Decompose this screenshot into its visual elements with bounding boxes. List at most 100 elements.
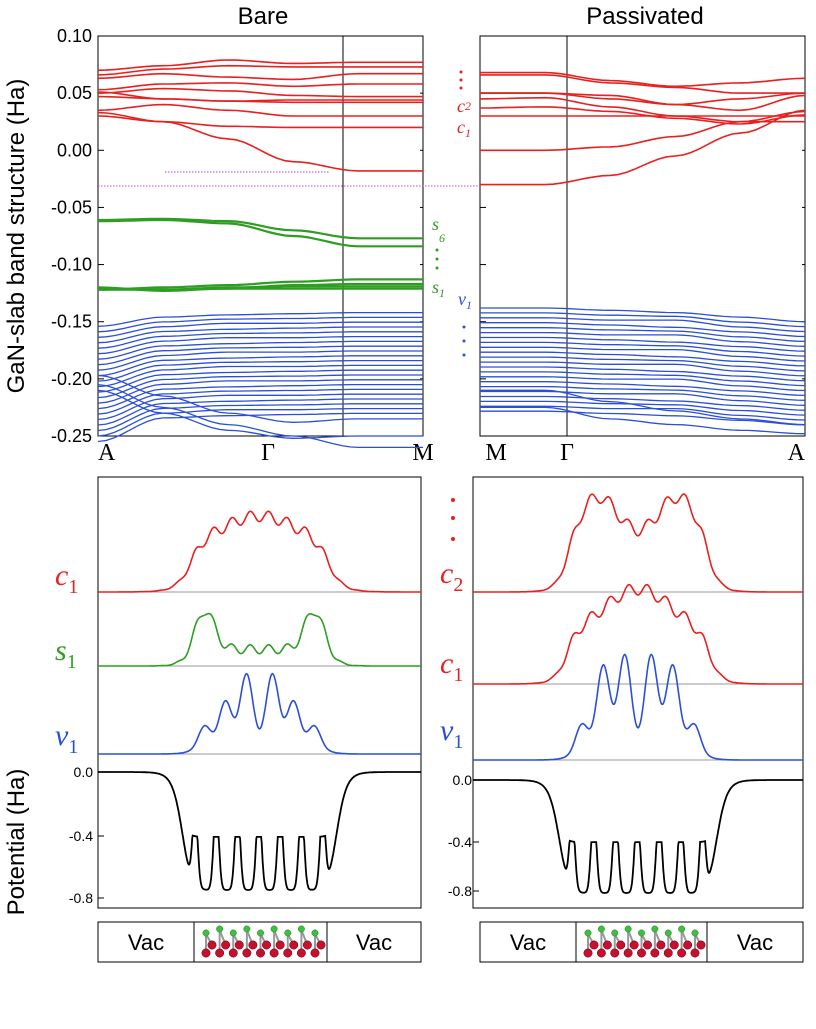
state-label-v1: v1 — [458, 289, 472, 312]
density-curves — [98, 493, 803, 761]
bare-conduction-band-9 — [97, 115, 423, 129]
bare-valence-band-15 — [97, 383, 423, 410]
bare-valence-band-0 — [97, 311, 423, 327]
density-label-pass-v1: v1 — [440, 714, 463, 753]
passivated-conduction-band-0 — [480, 71, 806, 88]
passivated-conduction-band-7 — [480, 109, 806, 186]
band-tick-3: -0.05 — [51, 197, 92, 217]
band-y-axis-label: GaN-slab band structure (Ha) — [3, 79, 30, 394]
passivated-valence-band-16 — [480, 385, 806, 401]
passivated-valence-band-17 — [480, 390, 806, 406]
band-tick-0: 0.10 — [57, 26, 92, 46]
passivated-valence-band-4 — [480, 327, 806, 343]
state-label-dots-s — [435, 248, 439, 270]
bare-valence-band-3 — [97, 326, 423, 344]
band-y-ticks: 0.10 0.05 0.00 -0.05 -0.10 -0.15 -0.20 -0.25 — [51, 26, 805, 446]
bare-valence-band-14 — [97, 379, 423, 404]
bare-valence-band-10 — [97, 359, 423, 382]
bare-valence-band-13 — [97, 374, 423, 399]
bare-valence-band-22 — [97, 374, 423, 423]
bare-valence-band-24 — [97, 383, 423, 449]
vac-left-pass: Vac — [510, 930, 546, 955]
bare-band-frame — [97, 35, 424, 437]
bare-conduction-band-4 — [97, 87, 423, 98]
title-passivated: Passivated — [586, 3, 703, 30]
band-tick-6: -0.20 — [51, 369, 92, 389]
potential-curves — [98, 771, 803, 894]
k-label-A-pass: A — [788, 440, 806, 466]
density-pass-v1 — [473, 653, 803, 761]
bare-conduction-band-8 — [97, 91, 423, 104]
passivated-conduction-band-6 — [480, 110, 806, 152]
atom-chain-pass — [583, 925, 706, 958]
passivated-valence-band-18 — [480, 395, 806, 411]
passivated-conduction-band-8 — [480, 92, 806, 106]
passivated-density-frame — [472, 476, 804, 909]
bare-valence-band-4 — [97, 331, 423, 349]
svg-text:-0.8: -0.8 — [69, 890, 93, 906]
vac-left-bare: Vac — [128, 930, 164, 955]
bare-valence-band-8 — [97, 350, 423, 371]
density-bare-s1 — [98, 612, 421, 667]
density-label-bare-v1: v1 — [55, 719, 78, 758]
bare-density-frame — [97, 476, 422, 909]
passivated-valence-band-22 — [480, 389, 806, 426]
bare-conduction-band-6 — [97, 103, 423, 117]
slab-strip-pass: Vac Vac — [479, 921, 804, 963]
state-label-c1: c1 — [457, 117, 471, 140]
density-bare-v1 — [98, 672, 421, 755]
bare-valence-band-12 — [97, 369, 423, 393]
svg-text:0.0: 0.0 — [74, 764, 94, 780]
svg-text:0.0: 0.0 — [453, 772, 473, 788]
vac-right-pass: Vac — [737, 930, 773, 955]
bare-valence-band-21 — [97, 412, 423, 443]
passivated-conduction-band-4 — [480, 106, 806, 125]
density-label-pass-c1: c1 — [440, 647, 463, 686]
title-bare: Bare — [238, 3, 289, 30]
bare-valence-band-16 — [97, 388, 423, 415]
passivated-valence-band-14 — [480, 376, 806, 392]
bare-valence-band-20 — [97, 407, 423, 437]
bare-conduction-band-1 — [97, 64, 423, 76]
band-tick-2: 0.00 — [57, 140, 92, 160]
potential-ticks-pass: 0.0 -0.4 -0.8 — [448, 772, 479, 899]
passivated-band-frame — [479, 35, 806, 437]
bare-surface-band-5 — [98, 287, 423, 291]
k-label-A-bare: A — [98, 440, 116, 466]
passivated-valence-band-3 — [480, 322, 806, 338]
passivated-valence-band-11 — [480, 361, 806, 377]
passivated-valence-band-12 — [480, 366, 806, 382]
bare-surface-band-2 — [97, 278, 423, 291]
density-pass-c2 — [473, 493, 803, 593]
bare-surface-band-1 — [98, 218, 423, 248]
svg-text:-0.4: -0.4 — [69, 828, 93, 844]
bare-valence-band-23 — [97, 389, 423, 439]
bare-valence-band-2 — [97, 321, 423, 338]
k-label-M-bare: M — [412, 440, 433, 466]
svg-text:-0.4: -0.4 — [448, 834, 472, 850]
state-label-dots-v — [462, 325, 466, 357]
density-dots-pass — [451, 498, 455, 541]
bare-valence-band-11 — [97, 364, 423, 388]
passivated-band-lines — [479, 71, 806, 435]
potential-ticks-bare: 0.0 -0.4 -0.8 — [69, 764, 104, 906]
bare-band-lines — [97, 59, 423, 449]
passivated-valence-band-10 — [480, 356, 806, 372]
state-label-s6: s6 — [432, 214, 445, 245]
density-label-pass-c2: c2 — [440, 557, 463, 596]
passivated-valence-band-7 — [480, 341, 806, 357]
passivated-valence-band-8 — [480, 346, 806, 362]
passivated-conduction-band-1 — [480, 74, 805, 94]
bare-conduction-band-0 — [97, 59, 423, 72]
band-tick-5: -0.15 — [51, 312, 92, 332]
bare-valence-band-1 — [97, 316, 423, 333]
bare-valence-band-7 — [97, 345, 423, 366]
passivated-valence-band-6 — [480, 336, 806, 352]
bare-surface-band-0 — [98, 217, 423, 240]
k-label-M-pass: M — [485, 440, 506, 466]
density-bare-c1 — [98, 510, 421, 593]
potential-y-axis-label: Potential (Ha) — [3, 769, 30, 916]
atom-chain-bare — [201, 925, 326, 958]
slab-strip-bare: Vac Vac — [97, 921, 422, 963]
bare-valence-band-6 — [97, 340, 423, 360]
